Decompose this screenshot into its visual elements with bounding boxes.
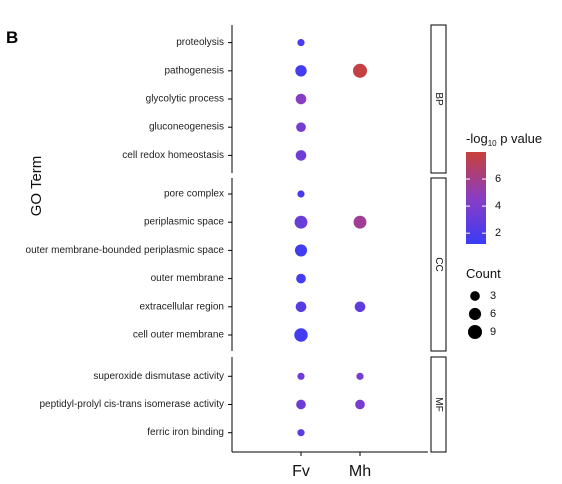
y-tick-label-peptidyl-prolyl-cis-trans-isomerase-activity: peptidyl-prolyl cis-trans isomerase acti… [39,399,224,410]
facet-bp: BP proteolysis pathogenesis glycolytic proc… [122,24,447,174]
point-peptidyl-prolyl-cis-trans-isomerase-activity-fv [296,399,306,410]
panel-label: B [6,28,18,47]
point-proteolysis-fv [297,38,305,47]
point-gluconeogenesis-fv [296,122,306,133]
y-tick-label-outer-membrane: outer membrane [151,273,225,284]
x-tick-label-mh: Mh [349,463,371,480]
point-peptidyl-prolyl-cis-trans-isomerase-activity-mh [355,399,365,410]
facet-cc: CC pore complex periplasmic space outer mem… [26,177,447,352]
y-tick-label-periplasmic-space: periplasmic space [144,217,224,228]
facet-strip-bp [430,24,447,174]
size-legend-label: 6 [490,308,496,320]
points [294,38,368,437]
point-periplasmic-space-mh [353,215,367,229]
size-legend-key-9 [467,324,483,340]
facet-strip-label: BP [433,92,444,106]
point-outer-membrane-bounded-periplasmic-space-fv [294,244,308,257]
point-ferric-iron-binding-fv [297,429,305,437]
size-legend-key-6 [468,307,482,321]
x-axis: Fv Mh [232,451,428,480]
y-tick-label-pore-complex: pore complex [164,189,224,200]
point-pore-complex-fv [297,190,305,198]
color-legend-title: -log10 p value [466,131,542,148]
facet-strip-label: MF [433,397,444,411]
facet-strip-cc [430,177,447,352]
y-tick-label-proteolysis: proteolysis [176,37,224,48]
size-legend-key-3 [470,291,480,301]
size-legend: Count 3 6 9 [466,266,501,340]
y-tick-label-glycolytic-process: glycolytic process [146,94,224,105]
size-legend-title: Count [466,266,501,281]
facet-strip-label: CC [433,257,444,271]
point-extracellular-region-fv [295,301,307,313]
color-legend-tick-label: 2 [495,227,501,239]
point-glycolytic-process-fv [295,93,307,105]
color-legend-tick-label: 4 [495,200,501,212]
point-superoxide-dismutase-activity-mh [356,372,364,380]
color-legend-bar [466,152,486,244]
y-tick-label-outer-membrane-bounded-periplasmic-space: outer membrane-bounded periplasmic space [26,245,225,256]
color-legend: -log10 p value 2 4 6 [466,131,542,244]
y-tick-label-superoxide-dismutase-activity: superoxide dismutase activity [93,371,224,382]
point-periplasmic-space-fv [294,215,308,229]
point-extracellular-region-mh [354,301,366,313]
x-tick-label-fv: Fv [292,463,310,480]
facet-strip-mf [430,356,447,453]
point-outer-membrane-fv [296,273,306,284]
size-legend-label: 3 [490,290,496,302]
y-tick-label-cell-redox-homeostasis: cell redox homeostasis [122,150,224,161]
facet-layer: BP proteolysis pathogenesis glycolytic proc… [26,24,447,480]
y-tick-label-cell-outer-membrane: cell outer membrane [133,330,225,341]
size-legend-label: 9 [490,326,496,338]
point-superoxide-dismutase-activity-fv [297,372,305,380]
y-tick-label-pathogenesis: pathogenesis [165,65,225,76]
y-tick-label-gluconeogenesis: gluconeogenesis [149,122,224,133]
point-cell-redox-homeostasis-fv [295,150,307,161]
point-pathogenesis-fv [295,65,307,77]
color-legend-tick-label: 6 [495,173,501,185]
y-tick-label-ferric-iron-binding: ferric iron binding [147,427,224,438]
y-tick-label-extracellular-region: extracellular region [140,301,225,312]
facet-mf: MF superoxide dismutase activity peptidyl-… [39,356,447,453]
point-cell-outer-membrane-fv [294,328,308,342]
point-pathogenesis-mh [352,63,368,78]
y-axis-label: GO Term [28,156,45,217]
legend-layer: -log10 p value 2 4 6 Count 3 6 9 [466,131,542,340]
